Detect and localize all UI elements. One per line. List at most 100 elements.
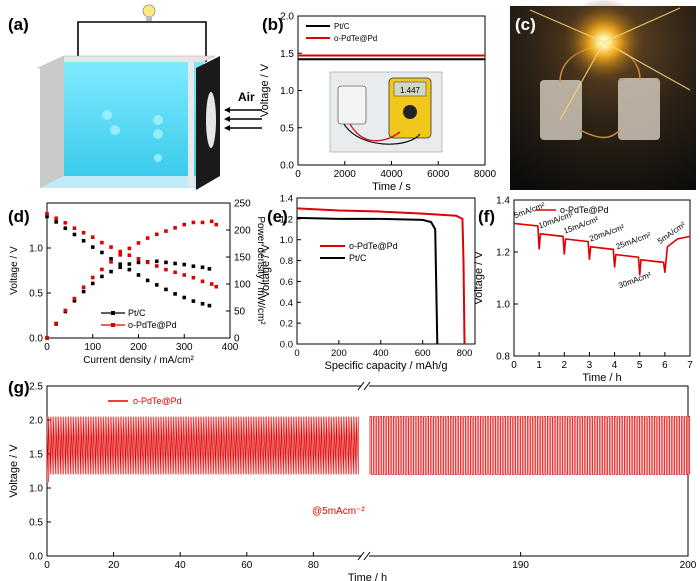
data-point-polarization (45, 212, 49, 216)
y-tick-label: 2.0 (280, 12, 294, 23)
x-tick-label: 2 (562, 360, 568, 371)
data-point-polarization (155, 264, 159, 268)
chart-e: 0 200 400 600 800 0.0 0.2 0.4 0.6 0.8 1.0 1.2 1.4 Spe… (260, 194, 476, 372)
x-axis-label: Time / h (582, 372, 621, 384)
x-tick-label: 7 (687, 360, 693, 371)
chart-f: 0 1 2 3 4 5 6 7 0.8 1.0 1.2 1.4 Time / h Voltage / V o… (473, 196, 693, 385)
x-tick-label: 200 (331, 348, 347, 359)
y-tick-label: 0.0 (29, 334, 43, 345)
legend-marker (111, 323, 115, 327)
legend-label: o-PdTe@Pd (128, 320, 177, 330)
data-point-power (100, 274, 104, 279)
electrolyte (64, 62, 204, 176)
x-tick-label: 300 (176, 342, 193, 353)
data-point-polarization (72, 232, 77, 237)
y-tick-label: 1.0 (29, 244, 43, 255)
panel-b: (b) 0 2000 4000 6000 8000 0.0 0.5 1.0 1.5 2.0 Time… (259, 12, 497, 194)
plot-frame (296, 197, 476, 345)
chart-g: 0.0 0.5 1.0 1.5 2.0 2.5 Time / h Voltage / V 0 20… (8, 382, 697, 581)
panel-label-d: (d) (8, 207, 30, 226)
panel-label-a: (a) (8, 15, 29, 34)
x-tick-label: 200 (680, 560, 697, 571)
y-tick-label: 0.8 (496, 352, 510, 363)
data-point-polarization (136, 257, 141, 261)
cell-bottom (40, 176, 204, 188)
probe-wire-black (343, 123, 421, 145)
y-axis-label: Voltage / V (8, 444, 20, 498)
data-point-polarization (81, 239, 86, 243)
x-tick-label: 600 (415, 348, 431, 359)
x-tick-label: 8000 (474, 169, 497, 180)
x-tick-label: 0 (44, 342, 50, 353)
y-tick-label: 0.0 (280, 161, 294, 172)
panel-label-f: (f) (478, 207, 495, 226)
data-point-polarization (209, 282, 214, 286)
y-tick-label: 0.5 (280, 123, 294, 134)
panel-c: (c) (510, 0, 696, 190)
legend-label: Pt/C (128, 308, 146, 318)
y-tick-label: 1.4 (496, 196, 510, 207)
air-window (206, 92, 216, 148)
data-point-power (182, 262, 187, 267)
data-point-power (200, 220, 205, 225)
y-axis-label: Voltage / V (9, 246, 20, 295)
x-axis-label: Current density / mA/cm² (83, 355, 194, 366)
data-point-polarization (109, 245, 113, 249)
data-point-polarization (136, 273, 141, 277)
y-tick-label: 1.0 (29, 484, 43, 495)
data-point-polarization (200, 302, 205, 306)
glow-rays (529, 7, 691, 121)
y-tick-label: 1.2 (280, 214, 293, 225)
data-point-polarization (100, 240, 104, 245)
y-tick-label: 2.0 (29, 416, 43, 427)
y-tick-label: 2.5 (29, 382, 43, 393)
y2-axis-label: Power density / mW/cm² (255, 216, 266, 325)
data-point-power (118, 253, 122, 257)
x-tick-label: 0 (294, 348, 299, 359)
series-line-opdte (296, 207, 466, 345)
data-point-polarization (145, 260, 150, 265)
x-tick-label: 0 (44, 560, 50, 571)
panel-a: (a) Air (8, 4, 262, 190)
data-point-polarization (63, 221, 68, 225)
y2-tick-label: 0 (234, 334, 240, 345)
x-tick-label: 1 (536, 360, 542, 371)
data-point-polarization (118, 262, 122, 266)
y-axis-label: Voltage / V (473, 251, 485, 305)
x-axis-label: Specific capacity / mAh/g (325, 360, 448, 372)
data-point-power (173, 226, 177, 230)
data-point-polarization (63, 226, 68, 230)
data-point-power (155, 232, 159, 237)
y-tick-label: 0.0 (280, 340, 293, 351)
series-line-opdte (513, 222, 691, 276)
data-point-polarization (145, 278, 150, 283)
x-tick-label: 0 (295, 169, 301, 180)
circuit-wire (77, 21, 207, 62)
x-tick-label: 4 (612, 360, 618, 371)
y-tick-label: 0.5 (29, 518, 43, 529)
legend-label: Pt/C (334, 22, 350, 31)
x-tick-label: 190 (512, 560, 529, 571)
y-tick-label: 0.0 (29, 552, 43, 563)
data-point-power (81, 289, 86, 294)
data-point-power (155, 259, 159, 264)
cycling-trace-right (369, 416, 691, 475)
chart-b: 0 2000 4000 6000 8000 0.0 0.5 1.0 1.5 2.0 Time / s… (259, 12, 497, 194)
data-point-polarization (200, 279, 205, 284)
x-tick-label: 400 (373, 348, 389, 359)
x-tick-label: 80 (308, 560, 320, 571)
x-tick-label: 20 (108, 560, 120, 571)
lightbulb-icon (142, 4, 156, 21)
panel-d: (d) 0 100 200 300 400 0.0 0.5 1.0 Current densit… (8, 199, 266, 367)
y2-tick-label: 150 (234, 253, 251, 264)
data-point-polarization (54, 220, 58, 224)
cell-device (337, 85, 367, 125)
x-axis-label: Time / h (348, 572, 387, 581)
axis-break-gap (361, 382, 369, 390)
bubble (154, 154, 162, 162)
legend-label: o-PdTe@Pd (349, 241, 398, 251)
data-point-polarization (81, 230, 86, 235)
data-point-power (191, 220, 196, 225)
axis-break-gap (361, 552, 369, 560)
bubble (110, 125, 120, 135)
